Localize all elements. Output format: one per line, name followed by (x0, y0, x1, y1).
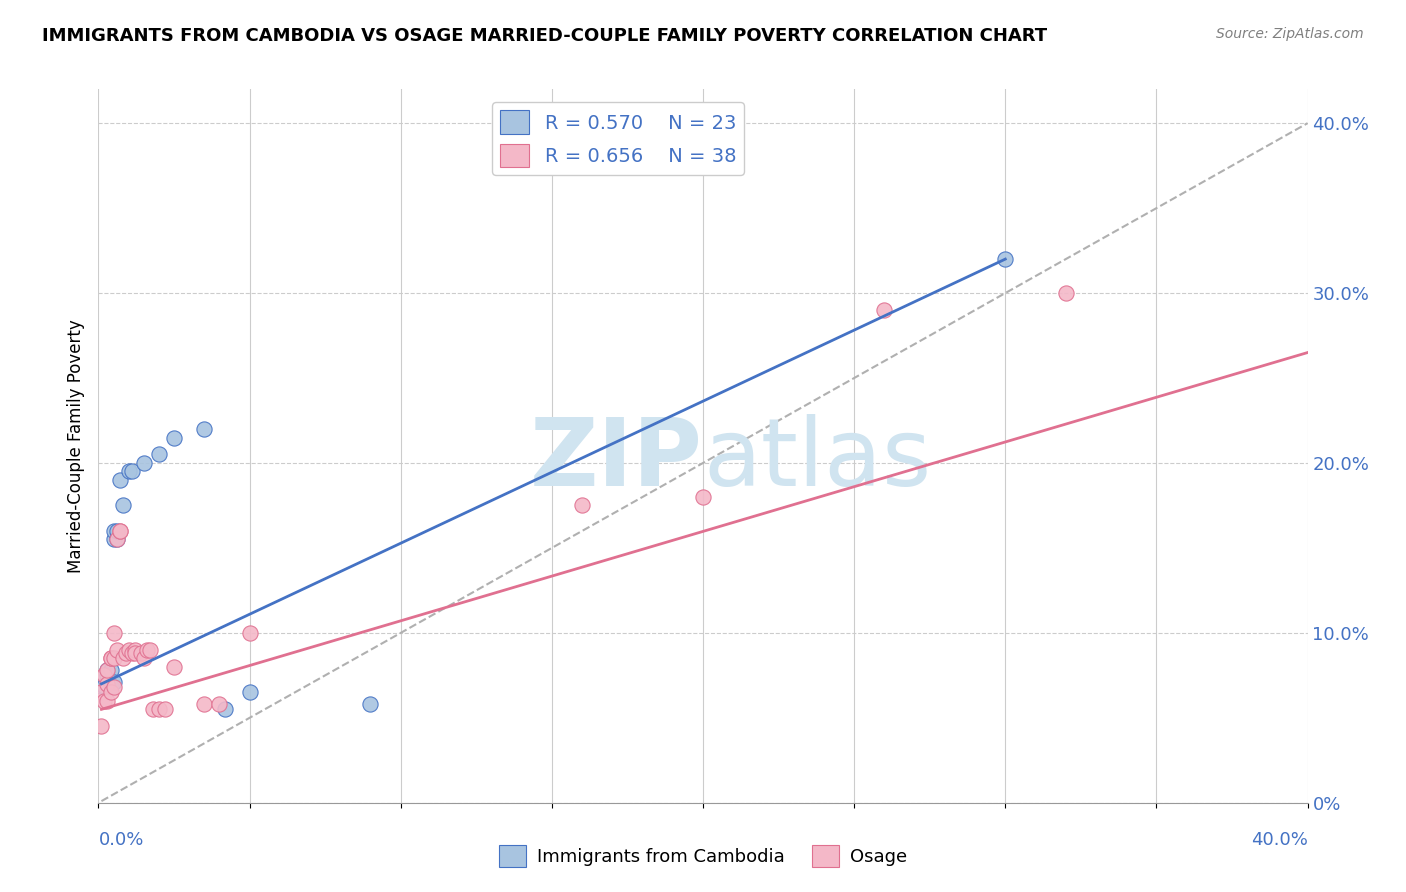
Text: IMMIGRANTS FROM CAMBODIA VS OSAGE MARRIED-COUPLE FAMILY POVERTY CORRELATION CHAR: IMMIGRANTS FROM CAMBODIA VS OSAGE MARRIE… (42, 27, 1047, 45)
Point (90, 719, 112, 733)
Point (108, 524, 131, 538)
Point (103, 680, 125, 694)
Point (148, 702, 170, 716)
Point (163, 430, 186, 444)
Text: atlas: atlas (703, 414, 931, 507)
Point (193, 698, 215, 712)
Point (193, 422, 215, 436)
Point (148, 448, 170, 462)
Point (100, 663, 122, 677)
Point (139, 643, 162, 657)
Point (103, 533, 125, 547)
Point (90, 679, 112, 693)
Point (96, 663, 118, 677)
Point (114, 646, 136, 660)
Point (105, 643, 128, 657)
Point (129, 646, 152, 660)
Point (100, 679, 122, 693)
Point (105, 533, 128, 547)
Point (108, 524, 131, 538)
Point (208, 698, 231, 712)
Point (96, 668, 118, 682)
Point (1054, 286, 1077, 301)
Point (118, 465, 141, 479)
Point (118, 643, 141, 657)
Point (132, 456, 155, 470)
Point (96, 663, 118, 677)
Point (121, 465, 143, 479)
Point (994, 252, 1017, 266)
Point (93, 679, 115, 693)
Point (100, 685, 122, 699)
Legend: R = 0.570    N = 23, R = 0.656    N = 38: R = 0.570 N = 23, R = 0.656 N = 38 (492, 103, 744, 175)
Point (96, 694, 118, 708)
Point (96, 677, 118, 691)
Point (90, 685, 112, 699)
Point (100, 651, 122, 665)
Point (111, 499, 134, 513)
Point (100, 651, 122, 665)
Point (93, 668, 115, 682)
Point (360, 698, 382, 712)
Text: 40.0%: 40.0% (1251, 831, 1308, 849)
Point (103, 626, 125, 640)
Point (135, 643, 157, 657)
Point (108, 473, 131, 487)
Point (239, 685, 262, 699)
Point (132, 651, 155, 665)
Legend: Immigrants from Cambodia, Osage: Immigrants from Cambodia, Osage (492, 838, 914, 874)
Y-axis label: Married-Couple Family Poverty: Married-Couple Family Poverty (66, 319, 84, 573)
Point (103, 651, 125, 665)
Point (105, 524, 128, 538)
Text: 0.0%: 0.0% (98, 831, 143, 849)
Point (571, 499, 593, 513)
Point (105, 533, 128, 547)
Point (692, 490, 714, 504)
Point (873, 303, 896, 318)
Point (103, 675, 125, 690)
Point (111, 651, 134, 665)
Text: ZIP: ZIP (530, 414, 703, 507)
Point (124, 646, 146, 660)
Text: Source: ZipAtlas.com: Source: ZipAtlas.com (1216, 27, 1364, 41)
Point (153, 702, 176, 716)
Point (124, 643, 146, 657)
Point (121, 646, 143, 660)
Point (163, 660, 186, 674)
Point (142, 702, 165, 716)
Point (103, 524, 125, 538)
Point (93, 694, 115, 708)
Point (214, 702, 236, 716)
Point (239, 626, 262, 640)
